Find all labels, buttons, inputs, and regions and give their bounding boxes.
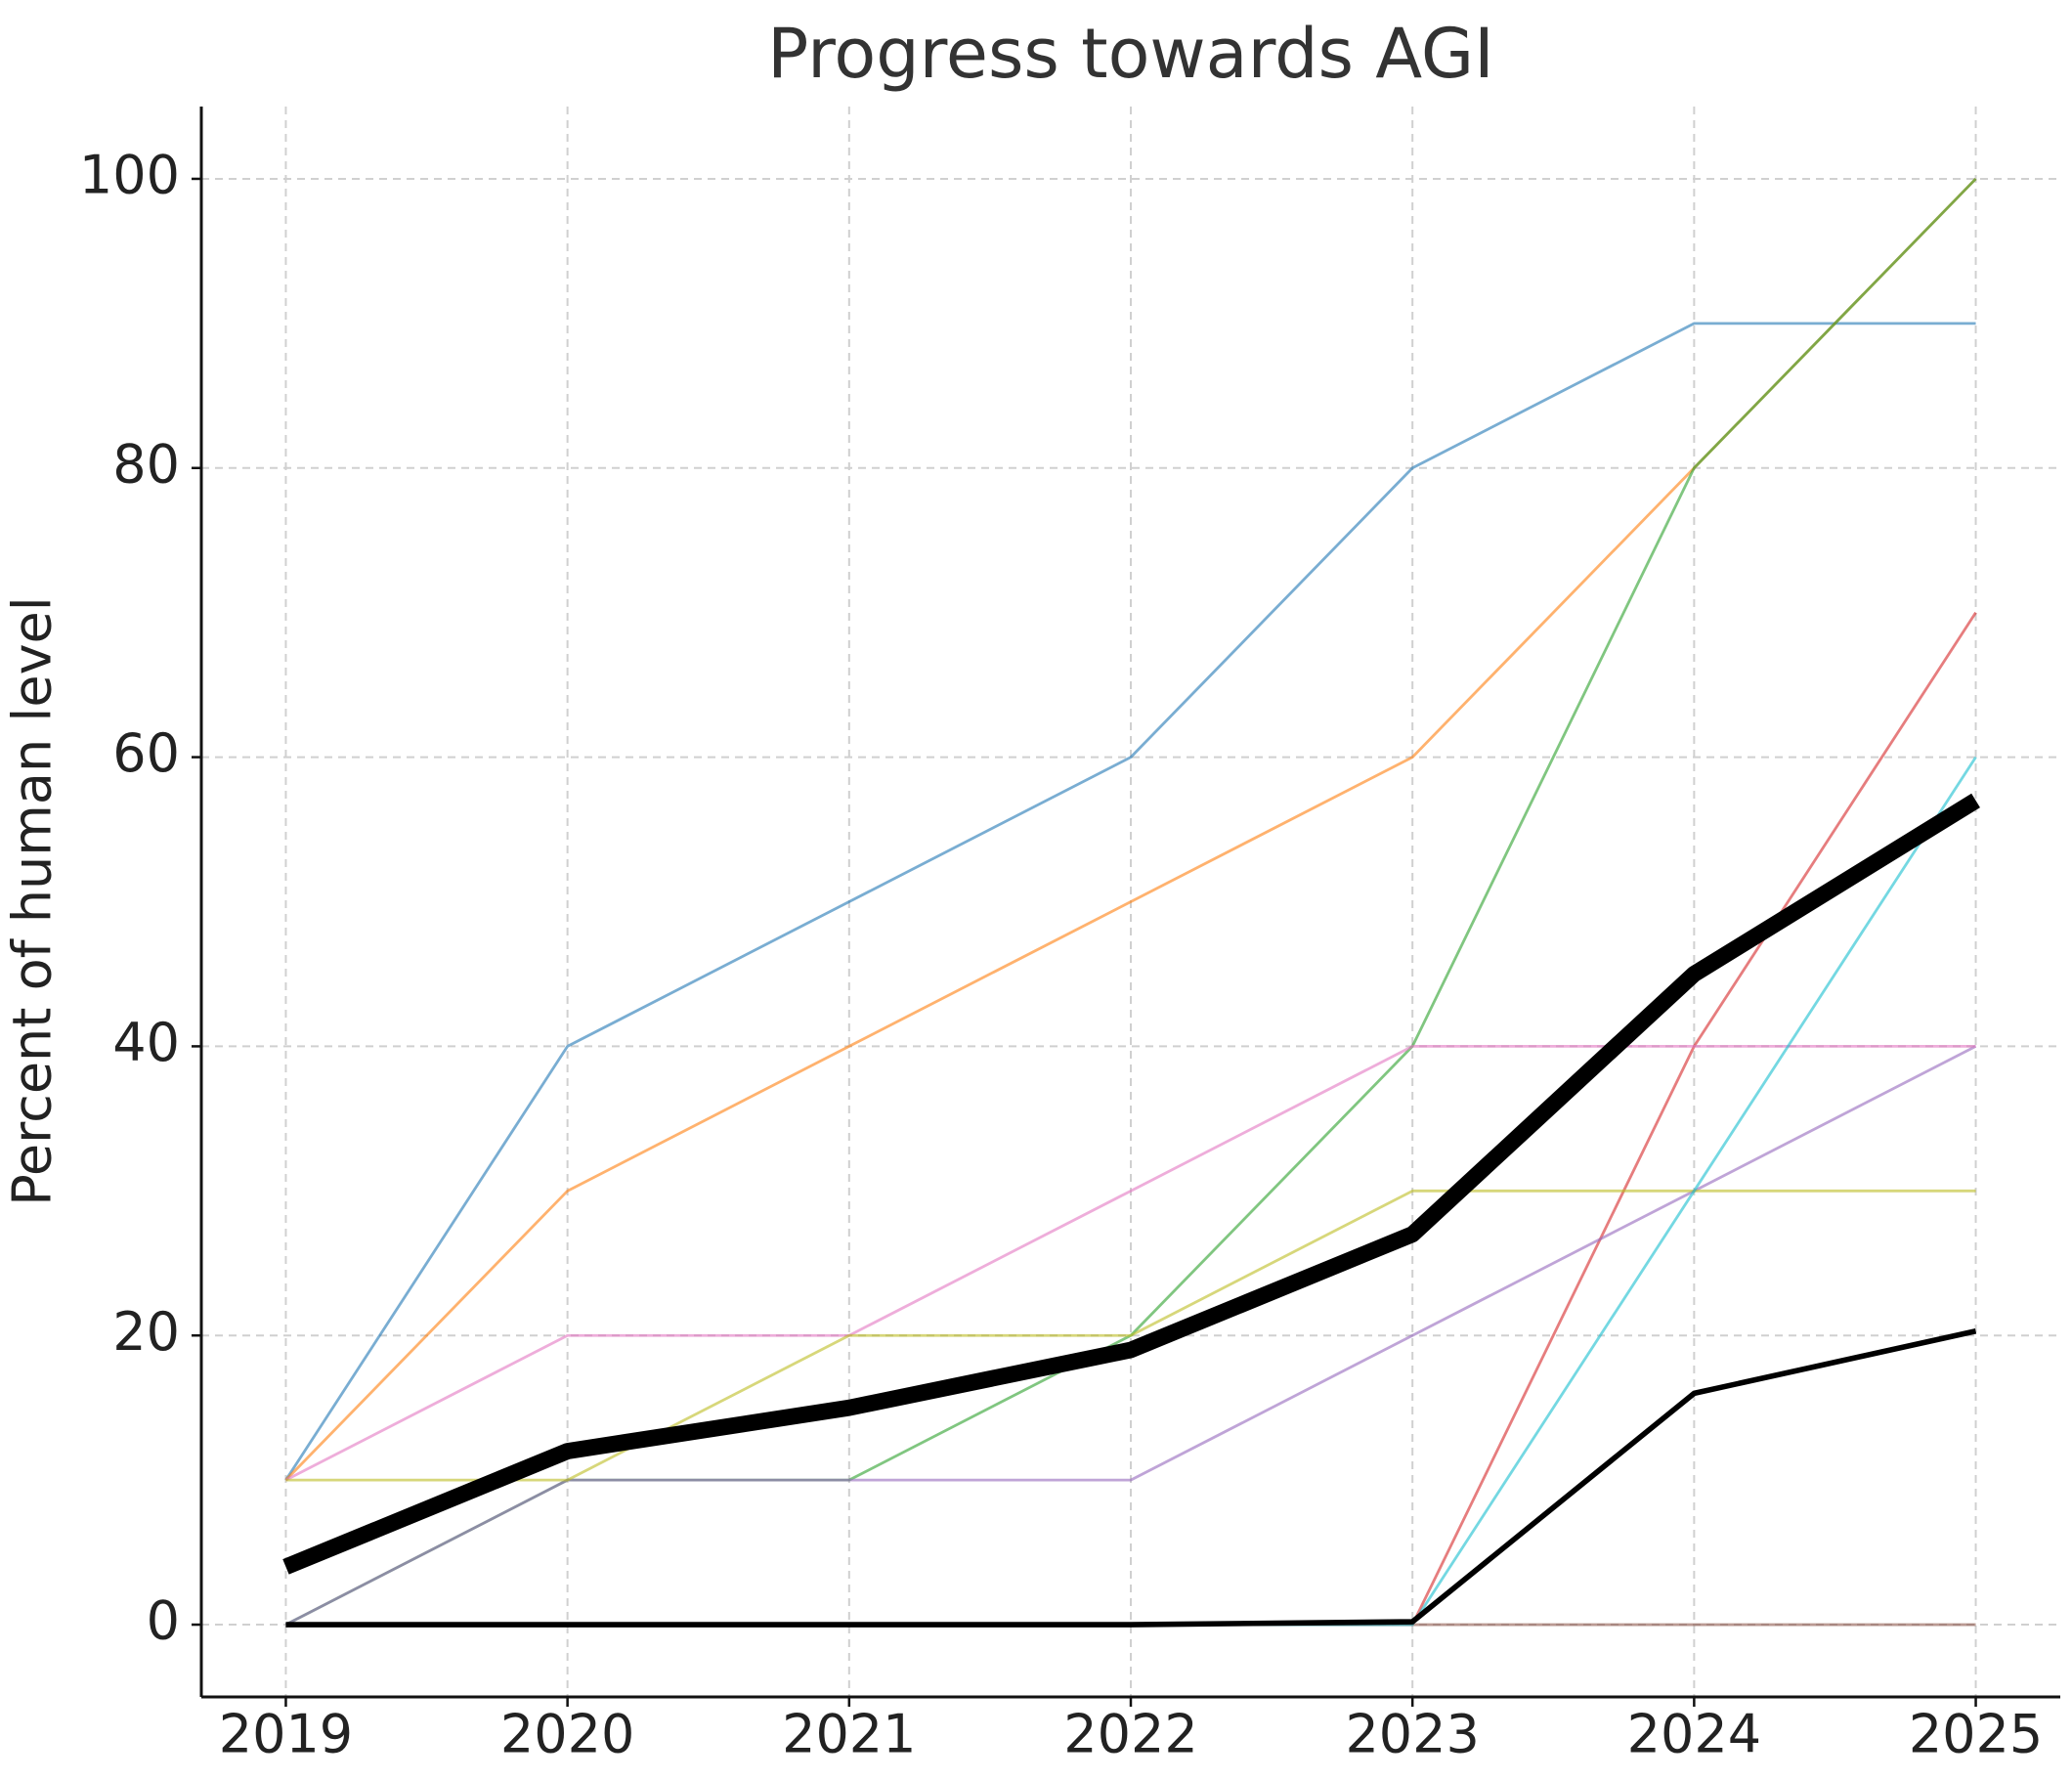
y-tick-label: 100 [79, 145, 180, 206]
y-tick-label: 20 [112, 1301, 180, 1363]
x-tick-label: 2024 [1627, 1704, 1761, 1765]
y-axis-label: Percent of human level [2, 596, 64, 1206]
series-line [284, 1045, 1976, 1482]
chart-title: Progress towards AGI [767, 14, 1494, 94]
x-tick-label: 2022 [1063, 1704, 1197, 1765]
y-tick-label: 80 [112, 433, 180, 495]
x-tick-label: 2021 [782, 1704, 916, 1765]
series-line [285, 1328, 1977, 1628]
series-line [284, 322, 1976, 1481]
x-tick-label: 2025 [1909, 1704, 2043, 1765]
x-tick-label: 2019 [219, 1704, 353, 1765]
y-tick-label: 60 [112, 722, 180, 784]
y-tick-label: 40 [112, 1012, 180, 1073]
y-tick-label: 0 [147, 1590, 180, 1652]
x-tick-label: 2023 [1345, 1704, 1479, 1765]
x-tick-label: 2020 [500, 1704, 634, 1765]
series-line [282, 793, 1980, 1575]
